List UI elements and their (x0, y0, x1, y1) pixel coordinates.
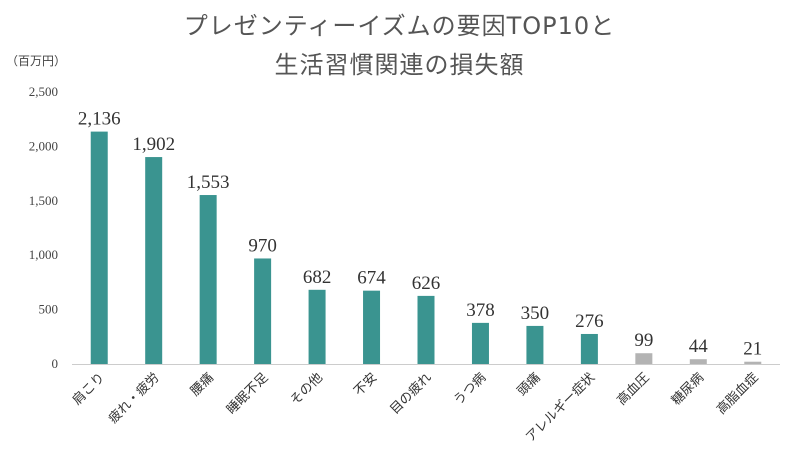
data-labels: 2,136 1,902 1,553 970 682 674 626 378 350 276 99 44… (78, 109, 762, 360)
bar (417, 295, 435, 364)
y-axis-ticks: 0 500 1,000 1,500 2,000 2,500 (29, 84, 58, 371)
data-label: 626 (412, 273, 441, 294)
data-label: 970 (248, 235, 277, 256)
y-axis-unit-label: （百万円） (6, 54, 67, 68)
x-tick-label: 糖尿病 (668, 370, 707, 409)
bar (635, 353, 653, 364)
data-label: 350 (521, 303, 550, 324)
data-label: 44 (689, 336, 709, 357)
x-tick-label: その他 (288, 370, 326, 408)
bar (90, 131, 108, 364)
x-tick-label: 目の疲れ (387, 370, 435, 418)
x-tick-label: 高血圧 (614, 370, 653, 409)
data-label: 99 (634, 330, 653, 351)
bar (254, 258, 272, 364)
x-tick-label: うつ病 (451, 370, 489, 408)
chart-title-line-2: 生活習慣関連の損失額 (274, 51, 525, 79)
x-tick-label: 睡眠不足 (224, 370, 271, 417)
y-tick-label: 1,500 (29, 193, 58, 208)
data-label: 21 (743, 339, 762, 360)
x-tick-label: 高脂血症 (714, 370, 762, 418)
bar (363, 290, 381, 364)
data-label: 378 (466, 300, 495, 321)
bar (580, 333, 598, 364)
data-label: 2,136 (78, 109, 121, 130)
y-tick-label: 1,000 (29, 247, 58, 262)
x-tick-label: 不安 (351, 370, 380, 399)
bar (145, 157, 163, 364)
x-tick-label: 肩こり (69, 370, 108, 409)
bar (199, 195, 217, 364)
data-label: 1,902 (132, 134, 175, 155)
data-label: 1,553 (187, 172, 230, 193)
y-tick-label: 500 (39, 302, 59, 317)
x-tick-label: 頭痛 (514, 370, 544, 400)
data-label: 674 (357, 268, 386, 289)
bar (689, 359, 707, 364)
y-tick-label: 2,000 (29, 138, 58, 153)
bar (526, 325, 544, 364)
bars (90, 131, 762, 364)
bar (471, 322, 489, 364)
data-label: 682 (303, 267, 332, 288)
bar (744, 361, 762, 364)
y-tick-label: 0 (52, 356, 59, 371)
x-tick-label: 腰痛 (187, 370, 217, 400)
data-label: 276 (575, 311, 604, 332)
y-tick-label: 2,500 (29, 84, 58, 99)
bar (308, 289, 326, 364)
chart-title-line-1: プレゼンティーイズムの要因TOP10と (183, 12, 616, 40)
x-tick-label: 疲れ・疲労 (105, 370, 162, 427)
